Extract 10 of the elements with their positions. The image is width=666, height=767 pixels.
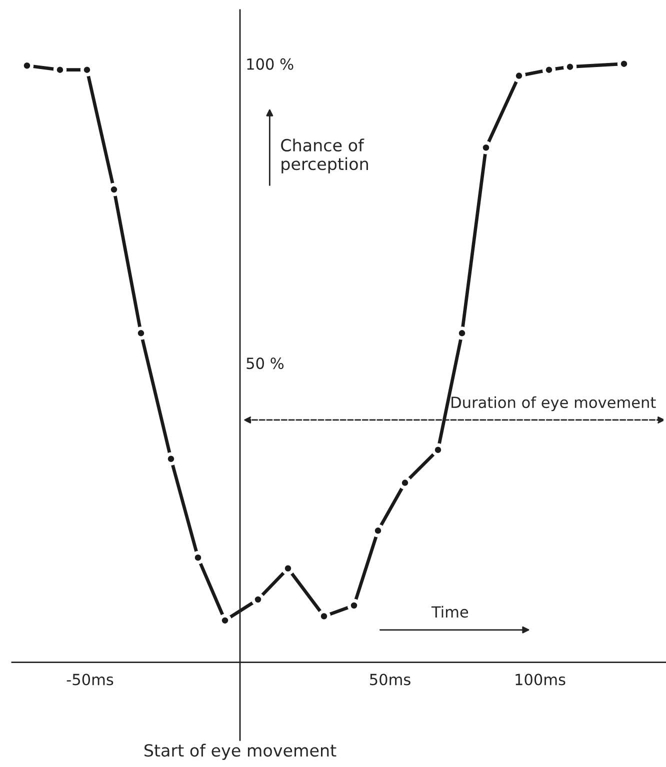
x-tick-label: 100ms <box>516 674 566 686</box>
annotation: Duration of eye movement <box>452 396 656 412</box>
annotation: Chance of perception <box>281 138 368 174</box>
x-axis-title: Start of eye movement <box>144 744 336 760</box>
x-tick-label: -50ms <box>66 674 114 686</box>
annotation: Time <box>431 606 468 618</box>
y-tick-label: 50 % <box>246 358 284 370</box>
x-tick-label: 50ms <box>370 674 410 686</box>
y-tick-label: 100 % <box>247 58 294 70</box>
point <box>251 592 265 606</box>
